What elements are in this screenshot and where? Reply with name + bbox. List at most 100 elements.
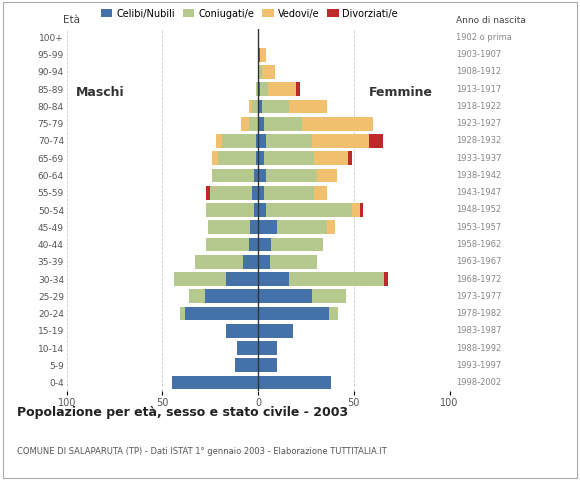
Text: 1923-1927: 1923-1927 [456,119,501,128]
Bar [180,307,186,321]
Bar [218,151,256,165]
Bar [258,359,277,372]
Bar [264,151,314,165]
Text: 1988-1992: 1988-1992 [456,344,501,352]
Bar [302,117,373,131]
Text: 1943-1947: 1943-1947 [456,188,501,197]
Bar [208,220,251,234]
Bar [258,307,329,321]
Bar [258,203,266,217]
Bar [314,151,348,165]
Text: 1963-1967: 1963-1967 [456,257,501,266]
Bar [189,289,205,303]
Bar [211,186,252,200]
Bar [258,289,311,303]
Bar [258,341,277,355]
Text: 1968-1972: 1968-1972 [456,275,501,284]
Bar [296,82,300,96]
Text: Età: Età [63,15,80,25]
Text: 1918-1922: 1918-1922 [456,102,501,111]
Bar [266,134,311,148]
Bar [235,359,258,372]
Bar [277,220,327,234]
Bar [258,255,270,269]
Text: 1998-2002: 1998-2002 [456,378,501,387]
Bar [260,48,266,61]
Bar [258,186,264,200]
Bar [258,220,277,234]
Bar [311,134,369,148]
Text: 1903-1907: 1903-1907 [456,50,501,59]
Bar [256,82,258,96]
Bar [258,117,264,131]
Text: Maschi: Maschi [77,86,125,99]
Text: 1978-1982: 1978-1982 [456,309,501,318]
Bar [206,238,249,252]
Bar [258,99,262,113]
Text: 1953-1957: 1953-1957 [456,223,501,232]
Bar [249,117,258,131]
Bar [174,272,226,286]
Bar [264,186,314,200]
Bar [256,134,258,148]
Bar [212,168,254,182]
Bar [258,324,292,338]
Bar [369,134,383,148]
Bar [360,203,363,217]
Bar [385,272,388,286]
Bar [249,238,258,252]
Bar [260,82,268,96]
Bar [314,186,327,200]
Text: 1993-1997: 1993-1997 [456,361,501,370]
Text: 1973-1977: 1973-1977 [456,292,501,301]
Bar [329,307,339,321]
Bar [172,376,258,389]
Text: COMUNE DI SALAPARUTA (TP) - Dati ISTAT 1° gennaio 2003 - Elaborazione TUTTITALIA: COMUNE DI SALAPARUTA (TP) - Dati ISTAT 1… [17,447,387,456]
Text: 1933-1937: 1933-1937 [456,154,501,163]
Bar [262,65,276,79]
Bar [271,238,323,252]
Bar [206,203,254,217]
Text: 1913-1917: 1913-1917 [456,84,501,94]
Bar [252,99,258,113]
Bar [237,341,258,355]
Bar [254,203,258,217]
Bar [258,82,260,96]
Bar [264,117,302,131]
Bar [205,289,258,303]
Text: 1938-1942: 1938-1942 [456,171,501,180]
Bar [270,255,317,269]
Text: Femmine: Femmine [369,86,433,99]
Bar [317,168,336,182]
Text: 1948-1952: 1948-1952 [456,205,501,215]
Bar [243,255,258,269]
Legend: Celibi/Nubili, Coniugati/e, Vedovi/e, Divorziati/e: Celibi/Nubili, Coniugati/e, Vedovi/e, Di… [97,5,402,23]
Bar [216,134,222,148]
Text: 1908-1912: 1908-1912 [456,68,501,76]
Bar [268,82,296,96]
Text: 1958-1962: 1958-1962 [456,240,501,249]
Bar [258,134,266,148]
Bar [258,48,260,61]
Bar [266,203,352,217]
Bar [206,186,211,200]
Bar [254,168,258,182]
Bar [258,376,331,389]
Bar [289,272,385,286]
Bar [311,289,346,303]
Bar [195,255,243,269]
Bar [289,99,327,113]
Bar [249,99,252,113]
Bar [266,168,317,182]
Bar [327,220,335,234]
Text: 1983-1987: 1983-1987 [456,326,501,336]
Bar [258,151,264,165]
Bar [226,324,258,338]
Bar [258,65,262,79]
Text: Anno di nascita: Anno di nascita [456,16,525,25]
Bar [258,272,289,286]
Bar [226,272,258,286]
Bar [186,307,258,321]
Bar [262,99,289,113]
Bar [241,117,249,131]
